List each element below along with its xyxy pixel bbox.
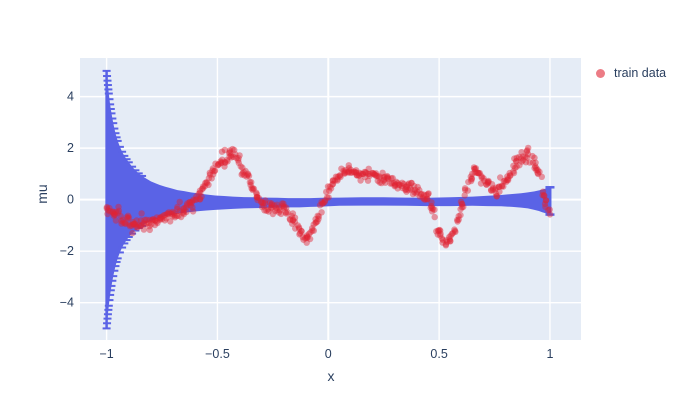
x-tick-label: 0.5	[430, 347, 447, 361]
legend-label-train-data[interactable]: train data	[614, 66, 667, 80]
uncertainty-band	[102, 69, 555, 330]
legend: train data	[596, 66, 666, 80]
legend-marker-circle-icon	[596, 68, 605, 78]
y-axis-title: mu	[34, 184, 50, 204]
y-tick-label: 4	[67, 90, 74, 104]
x-tick-label: −1	[99, 347, 113, 361]
y-tick-label: −4	[60, 296, 74, 310]
y-tick-label: −2	[60, 244, 74, 258]
y-tick-label: 0	[67, 193, 74, 207]
y-tick-label: 2	[67, 141, 74, 155]
x-tick-label: −0.5	[205, 347, 230, 361]
x-axis-title: x	[327, 368, 335, 384]
train-data-points	[103, 144, 554, 249]
tick-labels: −1 −0.5 0 0.5 1 −4 −2 0 2 4	[60, 90, 554, 361]
x-tick-label: 0	[325, 347, 332, 361]
x-tick-label: 1	[546, 347, 553, 361]
